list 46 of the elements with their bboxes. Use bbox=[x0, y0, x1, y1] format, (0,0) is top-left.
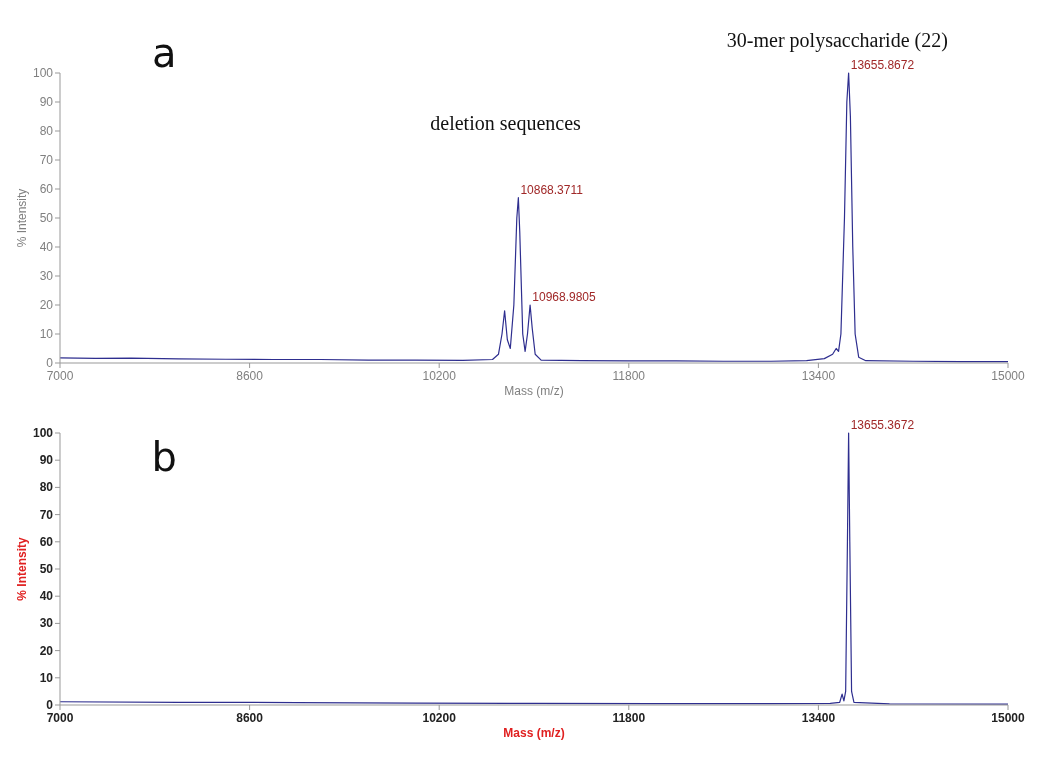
x-tick-label: 7000 bbox=[46, 369, 74, 383]
x-tick-label: 15000 bbox=[991, 369, 1026, 383]
x-tick-label: 13400 bbox=[801, 711, 836, 725]
y-axis-title: % Intensity bbox=[15, 188, 29, 248]
x-tick-label: 8600 bbox=[236, 711, 264, 725]
annotation: 10968.9805 bbox=[532, 290, 597, 304]
annotation: 13655.3672 bbox=[850, 418, 915, 432]
x-tick-label: 15000 bbox=[991, 711, 1026, 725]
annotation: 10868.3711 bbox=[520, 182, 584, 197]
y-tick-label: 10 bbox=[39, 327, 54, 341]
x-tick-label: 10200 bbox=[422, 711, 457, 725]
y-tick-label: 20 bbox=[39, 298, 54, 312]
y-tick-label: 30 bbox=[39, 616, 54, 631]
y-tick-label: 70 bbox=[39, 153, 54, 167]
annotation: a bbox=[152, 29, 177, 76]
y-tick-label: 50 bbox=[39, 562, 54, 576]
y-tick-label: 0 bbox=[46, 698, 54, 712]
y-tick-label: 90 bbox=[39, 453, 54, 468]
x-tick-label: 8600 bbox=[236, 369, 264, 383]
x-tick-label: 11800 bbox=[612, 711, 646, 725]
y-tick-label: 70 bbox=[39, 507, 54, 522]
annotation: b bbox=[151, 434, 177, 481]
y-tick-label: 0 bbox=[46, 356, 54, 370]
y-tick-label: 40 bbox=[39, 589, 54, 604]
y-tick-label: 50 bbox=[39, 211, 54, 225]
y-tick-label: 60 bbox=[39, 534, 54, 549]
annotation: deletion sequences bbox=[430, 111, 582, 135]
text: 30-mer polysaccharide (22) bbox=[726, 29, 948, 53]
x-tick-label: 7000 bbox=[46, 711, 74, 725]
y-tick-label: 100 bbox=[32, 66, 54, 80]
y-tick-label: 60 bbox=[39, 182, 54, 196]
x-tick-label: 13400 bbox=[801, 369, 836, 383]
y-tick-label: 20 bbox=[39, 643, 54, 658]
x-tick-label: 10200 bbox=[422, 369, 457, 383]
y-tick-label: 80 bbox=[39, 124, 54, 138]
annotation: 13655.8672 bbox=[850, 58, 915, 72]
y-axis-title: % Intensity bbox=[15, 537, 29, 601]
y-tick-label: 90 bbox=[39, 95, 54, 109]
x-axis-title: Mass (m/z) bbox=[503, 726, 565, 740]
y-tick-label: 100 bbox=[32, 426, 54, 440]
y-tick-label: 10 bbox=[39, 670, 54, 685]
x-axis-title: Mass (m/z) bbox=[504, 384, 564, 398]
y-tick-label: 30 bbox=[39, 269, 54, 283]
y-tick-label: 80 bbox=[39, 480, 54, 495]
y-tick-label: 40 bbox=[39, 240, 54, 254]
x-tick-label: 11800 bbox=[612, 369, 646, 383]
